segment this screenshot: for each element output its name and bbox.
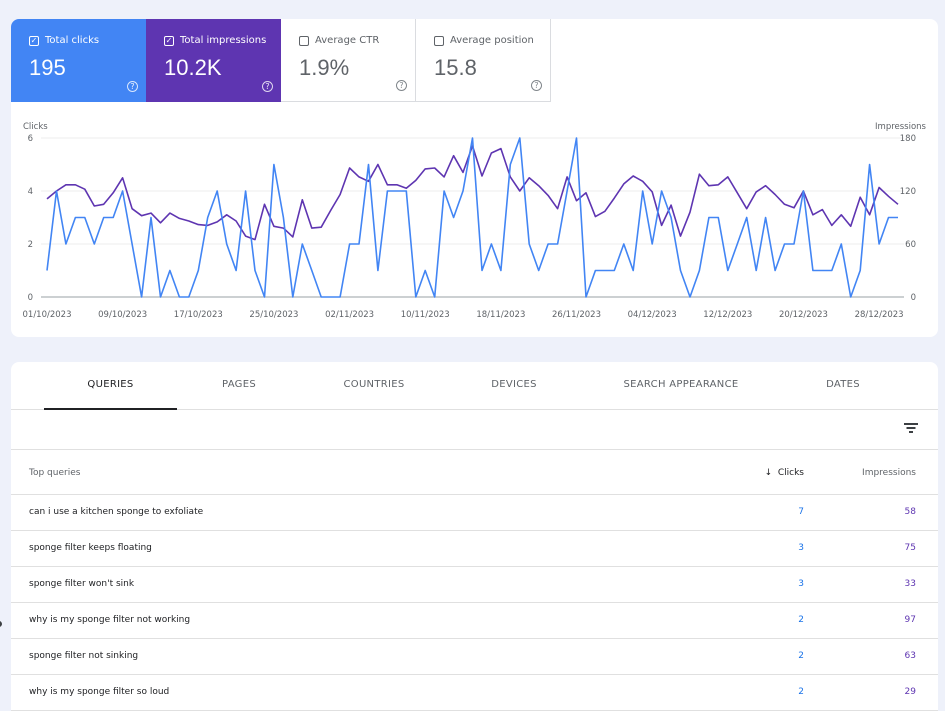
help-icon[interactable]: ? <box>531 80 542 91</box>
metric-value: 1.9% <box>299 55 350 80</box>
clicks-cell: 7 <box>798 507 804 517</box>
y-right-axis-label: Impressions <box>875 122 927 132</box>
impressions-cell: 75 <box>904 543 916 553</box>
clicks-cell: 3 <box>798 579 804 589</box>
x-tick-label: 09/10/2023 <box>98 310 147 320</box>
table-row[interactable]: why is my sponge filter so loud 2 29 <box>11 675 938 711</box>
query-cell: why is my sponge filter so loud <box>29 687 170 697</box>
performance-chart[interactable]: 0 0 2 60 4 120 6 180 Clicks Impressions 01/10/2023… <box>11 19 938 337</box>
metric-label: Total impressions <box>180 35 267 46</box>
tab-search-appearance[interactable]: SEARCH APPEARANCE <box>623 379 739 390</box>
report-table-card: QUERIES PAGES COUNTRIES DEVICES SEARCH A… <box>11 362 938 711</box>
tab-dates[interactable]: DATES <box>826 379 860 390</box>
impressions-cell: 97 <box>904 615 916 625</box>
metric-label: Average CTR <box>315 35 380 46</box>
checkbox-checked-icon[interactable]: ✓ <box>29 35 39 46</box>
metric-value: 10.2K <box>164 55 222 80</box>
x-tick-label: 10/11/2023 <box>401 310 450 320</box>
y-left-axis-label: Clicks <box>23 122 48 132</box>
table-row[interactable]: sponge filter not sinking 2 63 <box>11 639 938 675</box>
y-right-tick-label: 120 <box>900 187 916 197</box>
x-tick-label: 18/11/2023 <box>476 310 525 320</box>
tab-devices[interactable]: DEVICES <box>491 379 537 390</box>
x-tick-label: 01/10/2023 <box>23 310 72 320</box>
x-tick-label: 04/12/2023 <box>628 310 677 320</box>
checkbox-checked-icon[interactable]: ✓ <box>164 35 174 46</box>
query-cell: why is my sponge filter not working <box>29 615 191 625</box>
clicks-cell: 2 <box>798 615 804 625</box>
clicks-cell: 2 <box>798 687 804 697</box>
query-cell: can i use a kitchen sponge to exfoliate <box>29 507 204 517</box>
metric-average-ctr[interactable]: Average CTR 1.9% ? <box>281 19 416 102</box>
query-cell: sponge filter won't sink <box>29 579 135 589</box>
help-icon[interactable]: ? <box>127 81 138 92</box>
x-tick-label: 28/12/2023 <box>855 310 904 320</box>
x-tick-label: 25/10/2023 <box>249 310 298 320</box>
y-left-tick-label: 0 <box>28 293 33 303</box>
table-body: can i use a kitchen sponge to exfoliate 7… <box>11 495 938 711</box>
metric-label: Total clicks <box>45 35 100 46</box>
column-header-impressions[interactable]: Impressions <box>862 468 916 478</box>
impressions-cell: 29 <box>904 687 916 697</box>
metric-average-position[interactable]: Average position 15.8 ? <box>416 19 551 102</box>
checkbox-unchecked-icon[interactable] <box>434 35 444 46</box>
query-cell: sponge filter not sinking <box>29 651 139 661</box>
y-right-tick-label: 0 <box>911 293 916 303</box>
clicks-cell: 3 <box>798 543 804 553</box>
filter-row <box>11 410 938 450</box>
x-tick-label: 26/11/2023 <box>552 310 601 320</box>
performance-card: ✓ Total clicks 195 ? ✓ Total impressions 1… <box>11 19 938 337</box>
y-left-tick-label: 2 <box>28 240 33 250</box>
y-right-tick-label: 60 <box>905 240 916 250</box>
impressions-cell: 58 <box>904 507 916 517</box>
help-icon[interactable]: ? <box>262 81 273 92</box>
table-row[interactable]: can i use a kitchen sponge to exfoliate 7… <box>11 495 938 531</box>
metric-total-impressions[interactable]: ✓ Total impressions 10.2K ? <box>146 19 281 102</box>
table-row[interactable]: why is my sponge filter not working 2 97 <box>11 603 938 639</box>
impressions-cell: 33 <box>904 579 916 589</box>
filter-icon[interactable] <box>904 422 918 434</box>
y-right-tick-label: 180 <box>900 134 916 144</box>
x-tick-label: 20/12/2023 <box>779 310 828 320</box>
help-icon[interactable]: ? <box>396 80 407 91</box>
clicks-cell: 2 <box>798 651 804 661</box>
column-header-clicks[interactable]: ↓ Clicks <box>765 468 804 478</box>
y-left-tick-label: 6 <box>28 134 33 144</box>
series-line-impressions <box>46 145 899 241</box>
tab-pages[interactable]: PAGES <box>222 379 256 390</box>
report-tabs: QUERIES PAGES COUNTRIES DEVICES SEARCH A… <box>11 362 938 410</box>
edge-dot <box>0 621 2 627</box>
column-header-clicks-label: Clicks <box>777 468 804 478</box>
query-cell: sponge filter keeps floating <box>29 543 152 553</box>
tab-queries[interactable]: QUERIES <box>44 362 177 410</box>
metric-value: 195 <box>29 55 66 80</box>
x-tick-label: 12/12/2023 <box>703 310 752 320</box>
metric-total-clicks[interactable]: ✓ Total clicks 195 ? <box>11 19 146 102</box>
series-line-clicks <box>46 137 898 298</box>
tab-countries[interactable]: COUNTRIES <box>343 379 405 390</box>
metric-value: 15.8 <box>434 55 477 80</box>
impressions-cell: 63 <box>904 651 916 661</box>
checkbox-unchecked-icon[interactable] <box>299 35 309 46</box>
x-tick-label: 02/11/2023 <box>325 310 374 320</box>
table-row[interactable]: sponge filter keeps floating 3 75 <box>11 531 938 567</box>
sort-arrow-down-icon: ↓ <box>764 468 773 478</box>
column-header-queries: Top queries <box>29 468 81 478</box>
metric-label: Average position <box>450 35 534 46</box>
table-header: Top queries ↓ Clicks Impressions <box>11 450 938 495</box>
x-tick-label: 17/10/2023 <box>174 310 223 320</box>
table-row[interactable]: sponge filter won't sink 3 33 <box>11 567 938 603</box>
y-left-tick-label: 4 <box>28 187 33 197</box>
